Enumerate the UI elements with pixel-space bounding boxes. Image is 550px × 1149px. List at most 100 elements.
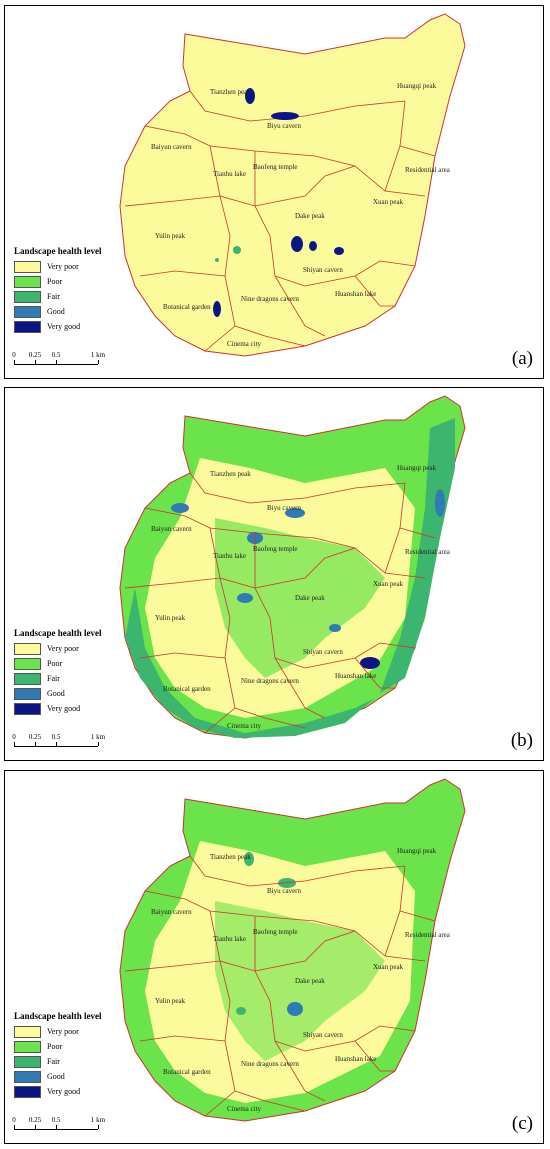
scale-notch <box>14 1125 15 1129</box>
label-region: Shiyan cavern <box>303 1031 343 1039</box>
map-panel-a: Tianzhen peak Biyu cavern Huangqi peak B… <box>4 5 544 379</box>
legend-swatch <box>14 1040 41 1053</box>
legend-swatch <box>14 642 41 655</box>
scale-tick-label: 0.25 <box>28 351 42 359</box>
health-patches <box>125 418 455 738</box>
legend-label: Very good <box>47 1087 81 1096</box>
label-region: Dake peak <box>295 977 325 985</box>
scale-tick-label: 1 km <box>90 733 106 741</box>
label-region: Yulin peak <box>155 997 186 1005</box>
scale-tick-label: 0 <box>12 351 16 359</box>
legend-label: Fair <box>47 292 60 301</box>
legend-item: Good <box>14 304 134 319</box>
legend-swatch <box>14 305 41 318</box>
scale-notch <box>35 742 36 746</box>
label-region: Tianzhen peak <box>210 88 251 96</box>
map-svg-a: Tianzhen peak Biyu cavern Huangqi peak B… <box>119 13 466 357</box>
label-region: Dake peak <box>295 594 325 602</box>
panel-letter: (a) <box>511 348 533 369</box>
legend-item: Very good <box>14 1084 134 1099</box>
label-region: Tianzhen peak <box>210 470 251 478</box>
legend-label: Poor <box>47 659 63 668</box>
label-region: Xuan peak <box>373 198 404 206</box>
legend-swatch <box>14 260 41 273</box>
panel-letter: (c) <box>511 1113 533 1134</box>
label-region: Cinema city <box>227 722 262 730</box>
legend-swatch <box>14 320 41 333</box>
legend-swatch <box>14 1055 41 1068</box>
legend: Landscape health level Very poor Poor Fa… <box>14 1011 134 1099</box>
legend-item: Fair <box>14 289 134 304</box>
legend-label: Fair <box>47 1057 60 1066</box>
scale-notch <box>14 742 15 746</box>
legend-swatch <box>14 275 41 288</box>
legend-swatch <box>14 290 41 303</box>
label-region: Tianhu lake <box>213 170 246 178</box>
scale-tick-label: 0 <box>12 1116 16 1124</box>
map-svg-c: Tianzhen peak Biyu cavern Huangqi peak B… <box>119 778 466 1122</box>
scale-bar: 0 0.25 0.5 1 km <box>12 351 114 373</box>
legend-label: Poor <box>47 1042 63 1051</box>
label-region: Xuan peak <box>373 963 404 971</box>
scale-notch <box>56 360 57 364</box>
label-region: Huanshan lake <box>335 1055 376 1063</box>
legend-swatch <box>14 702 41 715</box>
region-boundaries <box>124 855 436 1117</box>
map-panel-b: Tianzhen peak Biyu cavern Huangqi peak B… <box>4 387 544 761</box>
label-region: Nine dragons cavern <box>241 295 299 303</box>
label-region: Residential area <box>405 548 451 556</box>
map-panel-c: Tianzhen peak Biyu cavern Huangqi peak B… <box>4 770 544 1144</box>
scale-notch <box>56 742 57 746</box>
legend: Landscape health level Very poor Poor Fa… <box>14 628 134 716</box>
legend-item: Poor <box>14 1039 134 1054</box>
legend-swatch <box>14 1070 41 1083</box>
label-region: Botanical garden <box>163 685 211 693</box>
label-region: Biyu cavern <box>267 887 302 895</box>
label-region: Yulin peak <box>155 232 186 240</box>
scale-bar: 0 0.25 0.5 1 km <box>12 1116 114 1138</box>
legend-label: Good <box>47 307 65 316</box>
label-region: Baiyun cavern <box>151 908 192 916</box>
legend-item: Fair <box>14 1054 134 1069</box>
scale-notch <box>56 1125 57 1129</box>
scale-tick-label: 0 <box>12 733 16 741</box>
label-region: Shiyan cavern <box>303 266 343 274</box>
legend-label: Very good <box>47 322 81 331</box>
legend-label: Poor <box>47 277 63 286</box>
park-outline <box>119 13 466 357</box>
scale-tick-label: 1 km <box>90 351 106 359</box>
legend-title: Landscape health level <box>14 628 102 638</box>
legend-item: Poor <box>14 656 134 671</box>
scale-tick-label: 1 km <box>90 1116 106 1124</box>
legend-label: Fair <box>47 674 60 683</box>
legend-title: Landscape health level <box>14 246 102 256</box>
legend-item: Very good <box>14 319 134 334</box>
label-region: Nine dragons cavern <box>241 677 299 685</box>
label-region: Residential area <box>405 166 451 174</box>
scale-tick-label: 0.25 <box>28 1116 42 1124</box>
label-region: Biyu cavern <box>267 122 302 130</box>
label-region: Cinema city <box>227 340 262 348</box>
legend-title: Landscape health level <box>14 1011 102 1021</box>
legend-label: Very poor <box>47 262 79 271</box>
legend-item: Very poor <box>14 1024 134 1039</box>
label-region: Nine dragons cavern <box>241 1060 299 1068</box>
label-region: Dake peak <box>295 212 325 220</box>
scale-tick-label: 0.5 <box>51 1116 61 1124</box>
panel-letter: (b) <box>510 730 533 751</box>
legend-label: Very good <box>47 704 81 713</box>
label-region: Tianzhen peak <box>210 853 251 861</box>
legend-label: Good <box>47 1072 65 1081</box>
label-region: Baofeng temple <box>253 163 298 171</box>
health-patches <box>145 841 415 1103</box>
scale-line <box>14 746 98 747</box>
label-region: Huangqi peak <box>397 847 437 855</box>
legend-label: Good <box>47 689 65 698</box>
scale-tick-label: 0.25 <box>28 733 42 741</box>
legend-item: Very good <box>14 701 134 716</box>
scale-notch <box>14 360 15 364</box>
legend: Landscape health level Very poor Poor Fa… <box>14 246 134 334</box>
legend-swatch <box>14 687 41 700</box>
legend-swatch <box>14 1085 41 1098</box>
scale-bar: 0 0.25 0.5 1 km <box>12 733 114 755</box>
